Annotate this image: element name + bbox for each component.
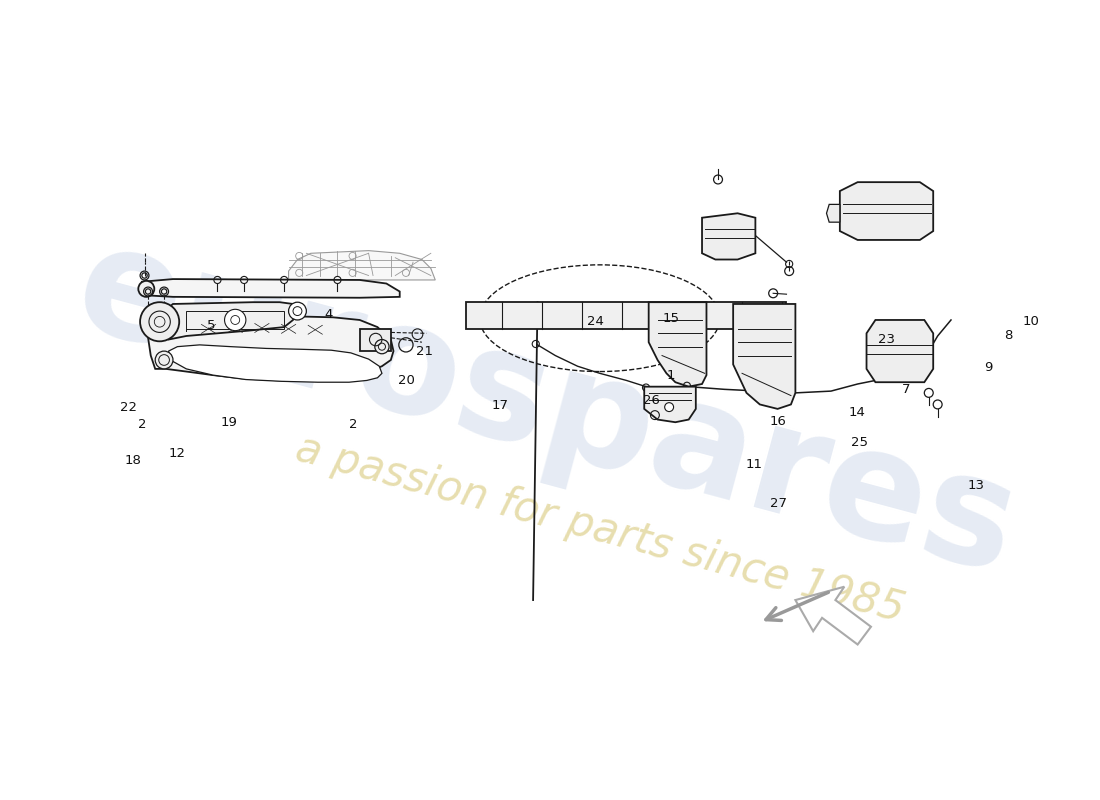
Polygon shape bbox=[163, 302, 297, 339]
Text: eurospares: eurospares bbox=[60, 212, 1032, 606]
Text: 26: 26 bbox=[642, 394, 660, 406]
Polygon shape bbox=[168, 345, 382, 382]
Circle shape bbox=[288, 302, 307, 320]
Polygon shape bbox=[826, 204, 839, 222]
Text: 9: 9 bbox=[984, 362, 993, 374]
Polygon shape bbox=[795, 586, 871, 645]
Text: 24: 24 bbox=[587, 315, 604, 328]
Text: 10: 10 bbox=[1022, 315, 1040, 328]
Text: 5: 5 bbox=[207, 319, 216, 332]
Polygon shape bbox=[733, 304, 795, 409]
Polygon shape bbox=[142, 279, 399, 298]
Polygon shape bbox=[148, 309, 394, 381]
Text: 11: 11 bbox=[746, 458, 762, 470]
Text: 22: 22 bbox=[120, 401, 136, 414]
Text: 7: 7 bbox=[901, 383, 910, 396]
Text: 25: 25 bbox=[851, 436, 868, 449]
Polygon shape bbox=[702, 214, 756, 259]
Text: 20: 20 bbox=[398, 374, 416, 386]
Text: 17: 17 bbox=[492, 399, 508, 412]
Text: 21: 21 bbox=[416, 345, 433, 358]
Polygon shape bbox=[288, 250, 436, 280]
Text: 2: 2 bbox=[349, 418, 358, 431]
Polygon shape bbox=[466, 302, 786, 329]
Text: 4: 4 bbox=[324, 308, 333, 321]
Text: 16: 16 bbox=[770, 415, 786, 428]
Text: 8: 8 bbox=[1004, 330, 1012, 342]
Circle shape bbox=[139, 281, 154, 297]
Circle shape bbox=[155, 351, 173, 369]
Text: 12: 12 bbox=[168, 447, 186, 460]
Circle shape bbox=[375, 339, 389, 354]
Text: 19: 19 bbox=[220, 416, 238, 430]
Text: a passion for parts since 1985: a passion for parts since 1985 bbox=[290, 427, 909, 630]
Circle shape bbox=[224, 310, 246, 330]
Polygon shape bbox=[839, 182, 933, 240]
Circle shape bbox=[664, 402, 673, 411]
Text: 14: 14 bbox=[848, 406, 866, 419]
Text: 18: 18 bbox=[124, 454, 142, 467]
Polygon shape bbox=[360, 329, 390, 351]
Text: 27: 27 bbox=[770, 497, 786, 510]
Polygon shape bbox=[867, 320, 933, 382]
Circle shape bbox=[140, 302, 179, 342]
Polygon shape bbox=[649, 302, 706, 386]
Text: 15: 15 bbox=[662, 312, 680, 325]
Text: 23: 23 bbox=[878, 333, 894, 346]
Text: 1: 1 bbox=[667, 369, 675, 382]
Text: 2: 2 bbox=[139, 418, 147, 431]
Polygon shape bbox=[645, 386, 696, 422]
Text: 13: 13 bbox=[968, 479, 984, 492]
